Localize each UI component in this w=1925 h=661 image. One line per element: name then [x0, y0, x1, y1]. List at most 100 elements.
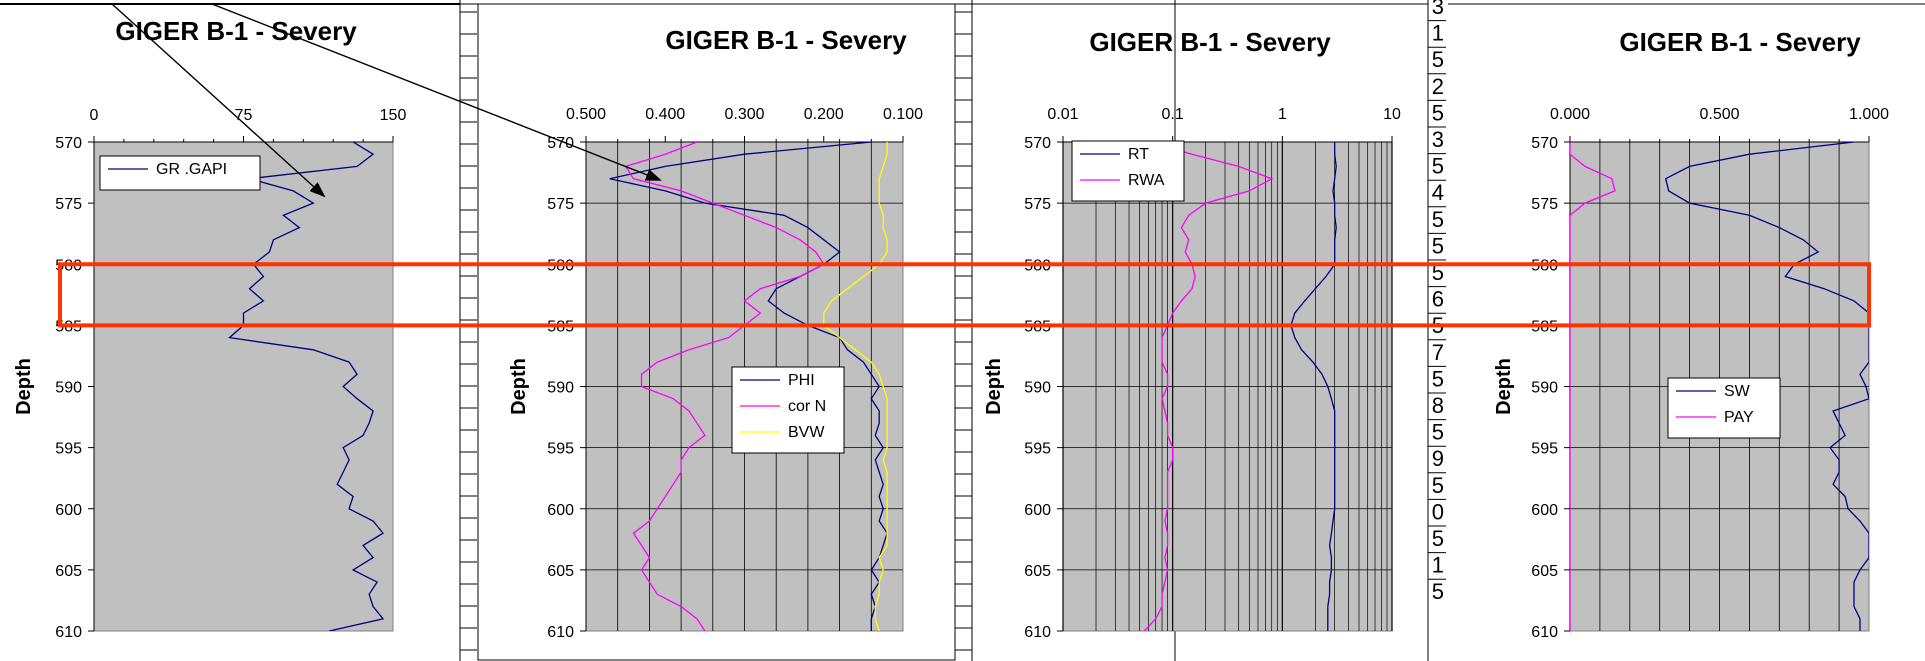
- strip-cell-text: 5: [1432, 100, 1444, 125]
- x-tick-label: 150: [380, 107, 407, 124]
- chart-title: GIGER B-1 - Severy: [115, 16, 357, 46]
- y-tick-label: 595: [1531, 441, 1558, 458]
- x-tick-label: 75: [235, 107, 253, 124]
- strip-cell-text: 2: [1432, 74, 1444, 99]
- series-line-cor-n: [624, 142, 825, 631]
- y-tick-label: 600: [547, 502, 574, 519]
- chart-title: GIGER B-1 - Severy: [1089, 27, 1331, 57]
- series-line-rt: [1290, 142, 1337, 631]
- chart-panel-4: 0.000 0.500 1.0005705755805855905956006056…: [1493, 27, 1889, 641]
- strip-cell-text: 1: [1432, 553, 1444, 578]
- plot-area: [93, 141, 394, 632]
- strip-cell-text: 3: [1432, 0, 1444, 19]
- y-tick-label: 595: [55, 441, 82, 458]
- y-tick-label: 605: [1024, 563, 1051, 580]
- strip-cell-text: 5: [1432, 473, 1444, 498]
- strip-cell-text: 5: [1432, 47, 1444, 72]
- strip-cell-text: 6: [1432, 287, 1444, 312]
- chart-panel-2: 0.500 0.400 0.300 0.200 0.100570575580585590…: [477, 3, 956, 661]
- chart-title: GIGER B-1 - Severy: [665, 25, 907, 55]
- x-tick-label: 0.01: [1047, 106, 1078, 123]
- legend: GR .GAPI: [99, 155, 261, 191]
- y-tick-label: 600: [1024, 502, 1051, 519]
- y-axis-label: Depth: [1493, 358, 1515, 415]
- x-tick-label: 0: [90, 107, 99, 124]
- legend-box: [1667, 377, 1781, 439]
- legend-label: RT: [1128, 146, 1149, 163]
- y-tick-label: 570: [55, 135, 82, 152]
- y-axis-label: Depth: [508, 358, 530, 415]
- series-line-phi: [609, 142, 888, 631]
- strip-cell-text: 3: [1432, 127, 1444, 152]
- legend-label: PHI: [788, 372, 815, 389]
- strip-cell-text: 5: [1432, 526, 1444, 551]
- x-tick-label: 10: [1383, 106, 1401, 123]
- strip-cell-text: 5: [1432, 207, 1444, 232]
- y-tick-label: 595: [547, 441, 574, 458]
- strip-cell-text: 8: [1432, 393, 1444, 418]
- x-tick-label: 0.500: [1699, 106, 1739, 123]
- y-tick-label: 600: [55, 502, 82, 519]
- legend-label: cor N: [788, 398, 826, 415]
- strip-cell-text: 5: [1432, 366, 1444, 391]
- x-tick-label: 1.000: [1849, 106, 1889, 123]
- series-line-gr-gapi: [228, 142, 385, 631]
- y-tick-label: 570: [547, 135, 574, 152]
- y-tick-label: 600: [1531, 502, 1558, 519]
- annotation-arrow-phi: [211, 3, 662, 181]
- y-tick-label: 605: [1531, 563, 1558, 580]
- y-tick-label: 575: [1531, 196, 1558, 213]
- y-tick-label: 590: [55, 380, 82, 397]
- y-axis-label: Depth: [983, 358, 1005, 415]
- y-tick-label: 590: [547, 380, 574, 397]
- series-line-rwa: [1143, 142, 1274, 631]
- legend-label: PAY: [1724, 409, 1754, 426]
- y-tick-label: 575: [55, 196, 82, 213]
- y-tick-label: 575: [547, 196, 574, 213]
- x-tick-label: 0.1: [1162, 106, 1184, 123]
- series-line-bvw: [823, 142, 888, 631]
- y-tick-label: 590: [1024, 380, 1051, 397]
- strip-cell-text: 7: [1432, 340, 1444, 365]
- x-tick-label: 0.200: [804, 106, 844, 123]
- y-tick-label: 605: [55, 563, 82, 580]
- strip-cell-text: 4: [1432, 180, 1444, 205]
- chart-layer: 0 75 150570575580585590595600605610DepthGI…: [13, 3, 1889, 661]
- legend-box: [1071, 140, 1185, 202]
- highlight-interval-box: [58, 262, 1871, 328]
- y-tick-label: 575: [1024, 196, 1051, 213]
- y-tick-label: 610: [55, 624, 82, 641]
- strip-cell-text: 5: [1432, 233, 1444, 258]
- series-line-sw: [1664, 142, 1869, 631]
- y-tick-label: 595: [1024, 441, 1051, 458]
- strip-background: [1428, 0, 1448, 661]
- x-tick-label: 1: [1278, 106, 1287, 123]
- y-tick-label: 610: [1531, 624, 1558, 641]
- y-tick-label: 590: [1531, 380, 1558, 397]
- legend: RT RWA: [1071, 140, 1185, 202]
- legend: SW PAY: [1667, 377, 1781, 439]
- y-tick-label: 570: [1531, 135, 1558, 152]
- legend-label: BVW: [788, 424, 825, 441]
- y-tick-label: 570: [1024, 135, 1051, 152]
- legend-box: [731, 366, 845, 454]
- x-tick-label: 0.100: [883, 106, 923, 123]
- strip-cell-text: 9: [1432, 446, 1444, 471]
- y-tick-label: 610: [547, 624, 574, 641]
- legend-box: [99, 155, 261, 191]
- strip-cell-text: 5: [1432, 420, 1444, 445]
- legend-label: SW: [1724, 383, 1751, 400]
- legend-label: RWA: [1128, 172, 1165, 189]
- legend-label: GR .GAPI: [156, 161, 227, 178]
- chart-panel-1: 0 75 150570575580585590595600605610DepthGI…: [13, 16, 406, 641]
- strip-cell-text: 0: [1432, 499, 1444, 524]
- x-tick-label: 0.300: [724, 106, 764, 123]
- chart-title: GIGER B-1 - Severy: [1619, 27, 1861, 57]
- y-tick-label: 610: [1024, 624, 1051, 641]
- overlay-layer: [0, 3, 1871, 328]
- x-tick-label: 0.400: [645, 106, 685, 123]
- legend: PHI cor N BVW: [731, 366, 845, 454]
- annotation-arrow-gr: [111, 3, 326, 198]
- y-tick-label: 605: [547, 563, 574, 580]
